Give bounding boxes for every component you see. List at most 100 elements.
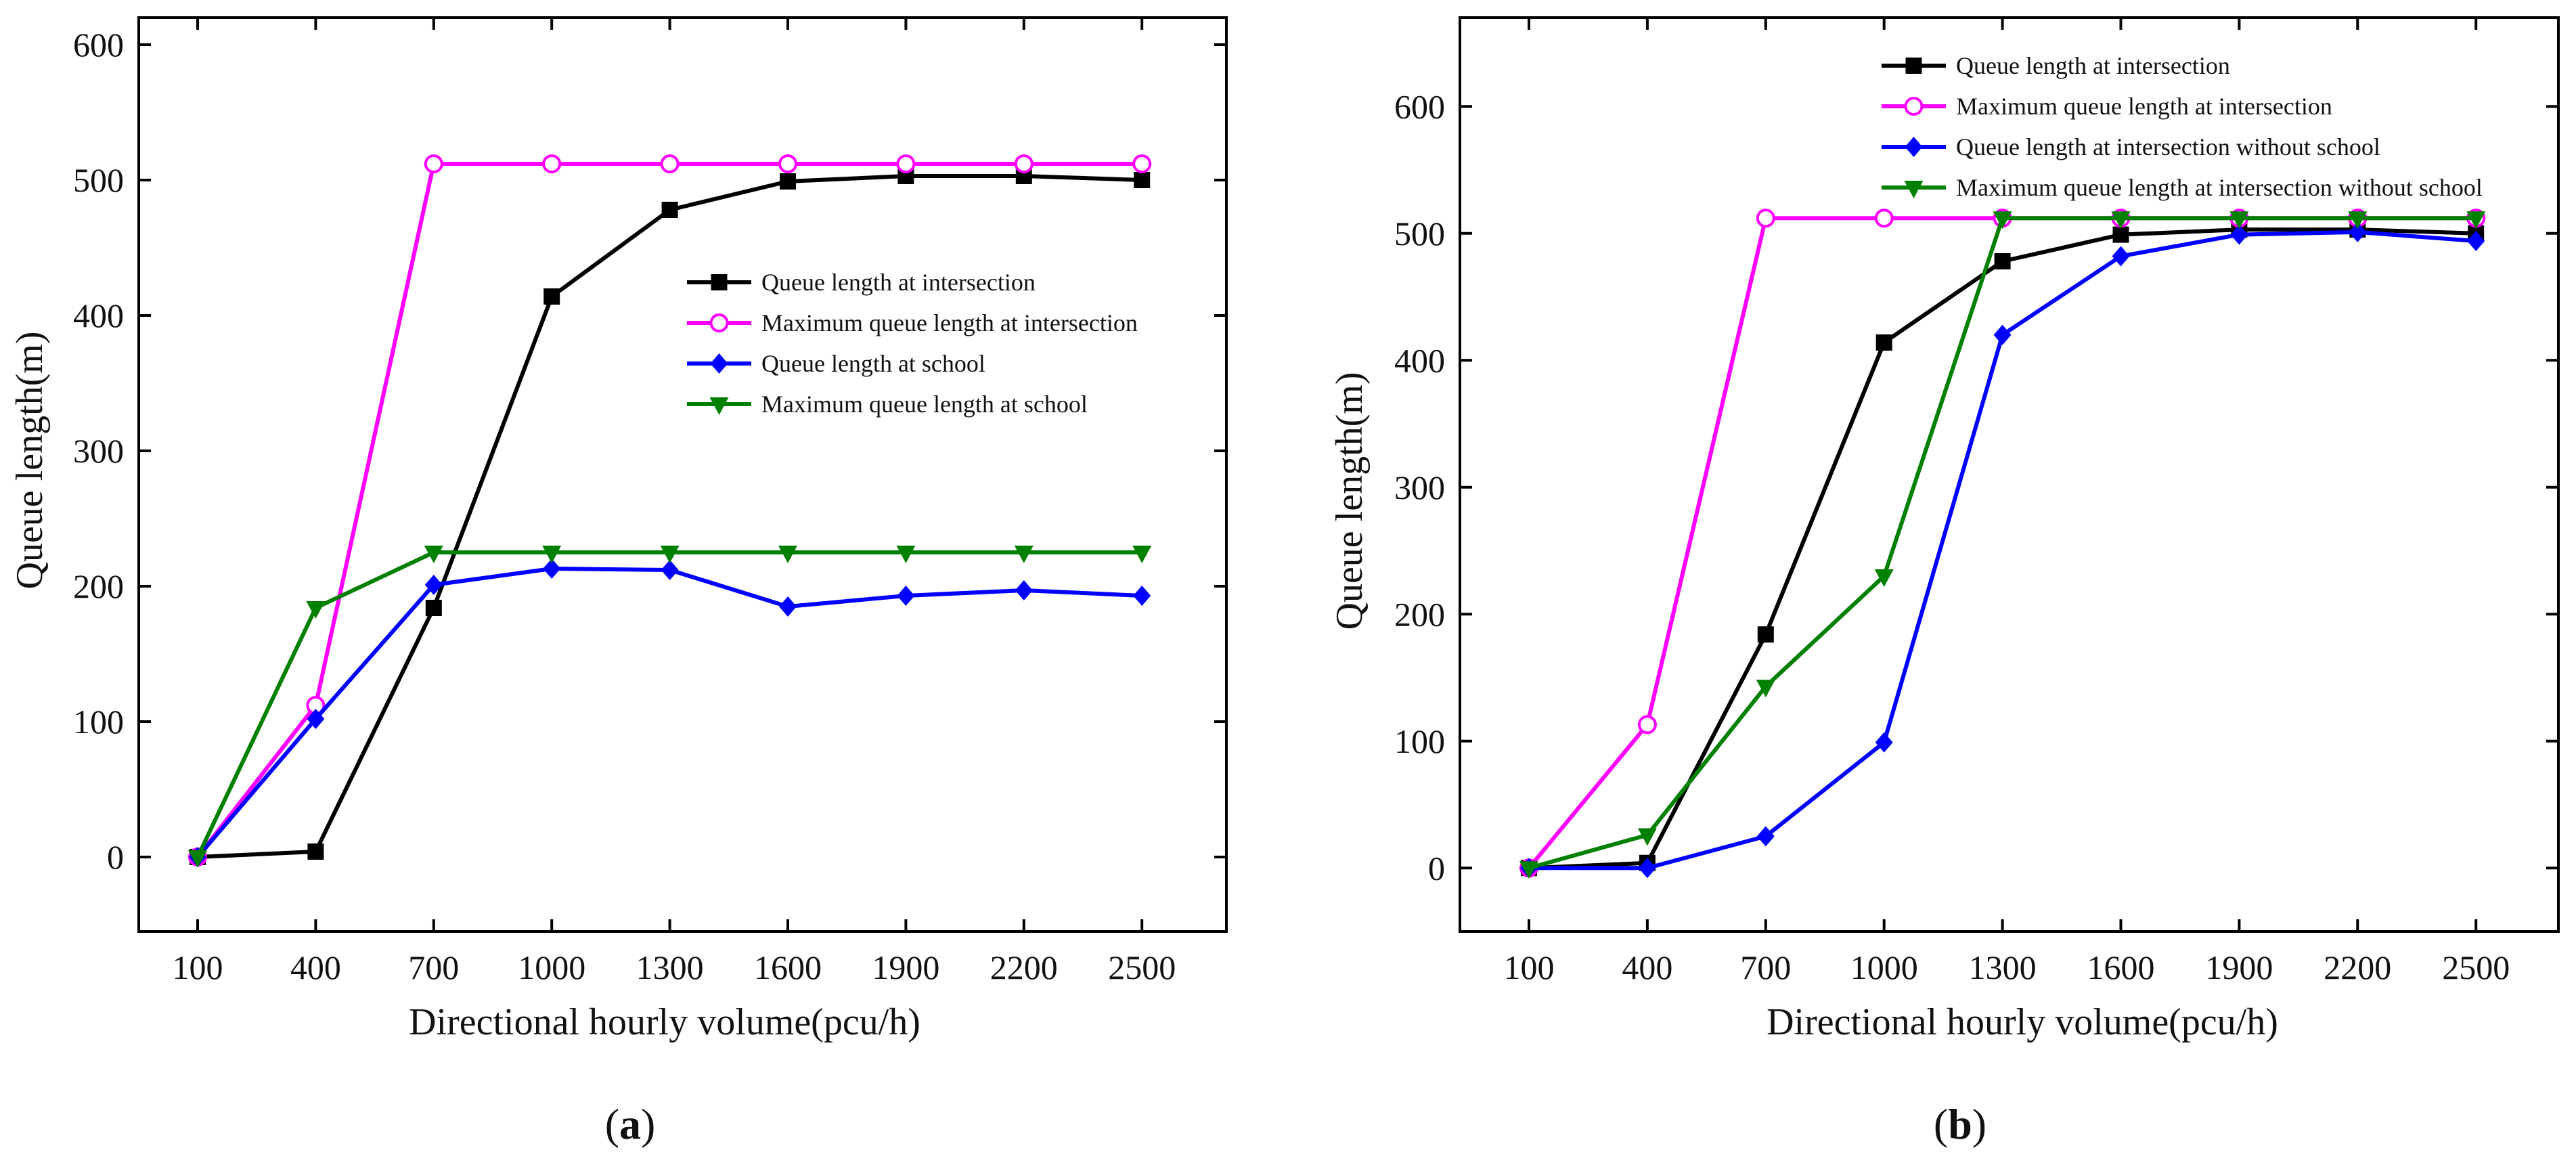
data-point xyxy=(542,154,562,173)
y-tick-label: 500 xyxy=(1394,215,1445,253)
series-2 xyxy=(1519,209,2486,878)
y-tick-label: 0 xyxy=(1428,849,1445,887)
series-4 xyxy=(1519,211,2486,879)
data-point xyxy=(661,202,678,218)
legend-entry: Queue length at intersection xyxy=(687,269,1036,296)
x-tick-label: 700 xyxy=(408,948,459,986)
data-point xyxy=(1638,858,1656,879)
y-tick-label: 0 xyxy=(107,838,124,876)
legend-entry: Maximum queue length at intersection wit… xyxy=(1882,174,2483,201)
data-point xyxy=(1994,253,2011,269)
legend-marker xyxy=(710,353,728,374)
x-tick-label: 100 xyxy=(173,948,223,986)
data-point xyxy=(897,586,915,606)
legend-entry: Maximum queue length at intersection xyxy=(687,309,1138,336)
data-point xyxy=(1874,569,1894,587)
data-point xyxy=(1134,172,1151,188)
legend-marker xyxy=(1904,181,1924,198)
x-tick-label: 2200 xyxy=(2324,948,2391,986)
data-point xyxy=(1756,680,1775,698)
legend-entry: Maximum queue length at school xyxy=(687,391,1088,418)
data-point xyxy=(1132,546,1152,563)
x-tick-label: 700 xyxy=(1740,948,1791,986)
data-point xyxy=(2466,211,2486,229)
data-point xyxy=(543,558,561,579)
series-1 xyxy=(1521,221,2485,877)
data-point xyxy=(1014,546,1034,563)
data-point xyxy=(188,850,207,868)
legend-entry: Queue length at intersection without sch… xyxy=(1882,133,2380,160)
data-point xyxy=(542,546,562,563)
legend-label: Maximum queue length at intersection xyxy=(761,309,1138,336)
legend-label: Maximum queue length at intersection wit… xyxy=(1956,174,2483,201)
data-point xyxy=(779,596,797,617)
panel-label: (b) xyxy=(1934,1100,1986,1148)
series-3 xyxy=(189,558,1151,867)
x-tick-label: 1600 xyxy=(2087,948,2155,986)
data-point xyxy=(2467,231,2485,251)
data-point xyxy=(1015,580,1033,600)
series-3 xyxy=(1520,221,2485,879)
x-axis-title: Directional hourly volume(pcu/h) xyxy=(409,1001,920,1043)
legend-label: Queue length at intersection xyxy=(761,269,1036,296)
legend: Queue length at intersection Maximum queu… xyxy=(1882,52,2483,201)
legend-entry: Queue length at intersection xyxy=(1882,52,2230,79)
data-point xyxy=(424,546,443,563)
y-tick-label: 400 xyxy=(1394,341,1445,379)
data-point xyxy=(307,843,324,860)
data-point xyxy=(2348,211,2368,229)
y-tick-label: 200 xyxy=(73,567,124,605)
y-tick-label: 400 xyxy=(73,297,124,334)
series-line xyxy=(196,162,1142,858)
series-line xyxy=(1527,216,2477,870)
data-point xyxy=(1519,861,1538,879)
x-tick-label: 1900 xyxy=(872,948,939,986)
data-point xyxy=(425,600,442,616)
data-point xyxy=(780,173,796,190)
x-tick-label: 1000 xyxy=(518,948,585,986)
y-tick-label: 100 xyxy=(73,703,124,741)
data-point xyxy=(1014,154,1034,173)
data-point xyxy=(2230,224,2248,245)
legend-marker xyxy=(1905,58,1922,74)
data-point xyxy=(2229,211,2249,229)
series-line xyxy=(1528,216,2477,871)
plot-frame xyxy=(1459,16,2560,933)
data-point xyxy=(543,288,560,305)
x-tick-label: 100 xyxy=(1504,948,1555,986)
legend-marker xyxy=(1904,97,1924,116)
data-point xyxy=(661,560,679,580)
x-tick-label: 2500 xyxy=(2442,948,2510,986)
x-tick-label: 2200 xyxy=(990,948,1058,986)
data-point xyxy=(307,709,325,729)
data-point xyxy=(1132,154,1152,173)
series-line xyxy=(196,550,1142,858)
legend-marker xyxy=(709,397,729,415)
x-tick-label: 400 xyxy=(290,948,341,986)
legend-marker xyxy=(709,313,729,332)
y-tick-label: 300 xyxy=(73,432,124,470)
series-2 xyxy=(188,154,1152,866)
x-tick-label: 1900 xyxy=(2205,948,2273,986)
data-point xyxy=(1993,211,2012,229)
legend-entry: Queue length at school xyxy=(687,350,985,377)
data-point xyxy=(2112,246,2130,267)
data-point xyxy=(424,154,443,173)
data-point xyxy=(2112,226,2129,243)
legend-label: Queue length at school xyxy=(761,350,985,377)
x-tick-label: 1600 xyxy=(754,948,822,986)
data-point xyxy=(896,546,916,563)
y-tick-label: 200 xyxy=(1394,595,1445,633)
data-point xyxy=(778,546,797,563)
y-axis-title: Queue length(m) xyxy=(1329,372,1371,630)
data-point xyxy=(1756,826,1775,847)
chart-panel-a: 0 100 200 300 400 500 600 100 400 700 1000 1300 1600… xyxy=(9,16,1228,1148)
data-point xyxy=(1756,209,1775,228)
x-tick-label: 2500 xyxy=(1108,948,1176,986)
y-tick-label: 600 xyxy=(1394,87,1445,125)
data-point xyxy=(2111,211,2131,229)
legend-entry: Maximum queue length at intersection xyxy=(1882,93,2332,120)
x-tick-label: 1300 xyxy=(636,948,704,986)
legend-label: Maximum queue length at intersection xyxy=(1956,93,2332,120)
data-point xyxy=(1993,324,2012,345)
